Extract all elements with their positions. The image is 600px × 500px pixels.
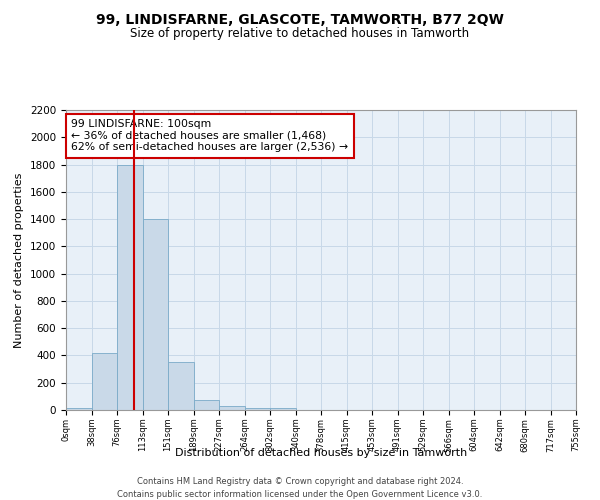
Text: 99 LINDISFARNE: 100sqm
← 36% of detached houses are smaller (1,468)
62% of semi-: 99 LINDISFARNE: 100sqm ← 36% of detached… (71, 119, 348, 152)
Bar (219, 406, 245, 410)
Bar (91, 352, 117, 410)
Bar (245, 408, 270, 410)
Text: Distribution of detached houses by size in Tamworth: Distribution of detached houses by size … (175, 448, 467, 458)
Bar (66, 408, 91, 410)
Text: Contains public sector information licensed under the Open Government Licence v3: Contains public sector information licen… (118, 490, 482, 499)
Bar (168, 362, 193, 410)
Text: Contains HM Land Registry data © Crown copyright and database right 2024.: Contains HM Land Registry data © Crown c… (137, 478, 463, 486)
Text: 99, LINDISFARNE, GLASCOTE, TAMWORTH, B77 2QW: 99, LINDISFARNE, GLASCOTE, TAMWORTH, B77… (96, 12, 504, 26)
Text: Size of property relative to detached houses in Tamworth: Size of property relative to detached ho… (130, 28, 470, 40)
Bar (270, 408, 296, 410)
Y-axis label: Number of detached properties: Number of detached properties (14, 172, 25, 348)
Bar (193, 400, 219, 410)
Bar (117, 164, 143, 410)
Bar (143, 219, 168, 410)
